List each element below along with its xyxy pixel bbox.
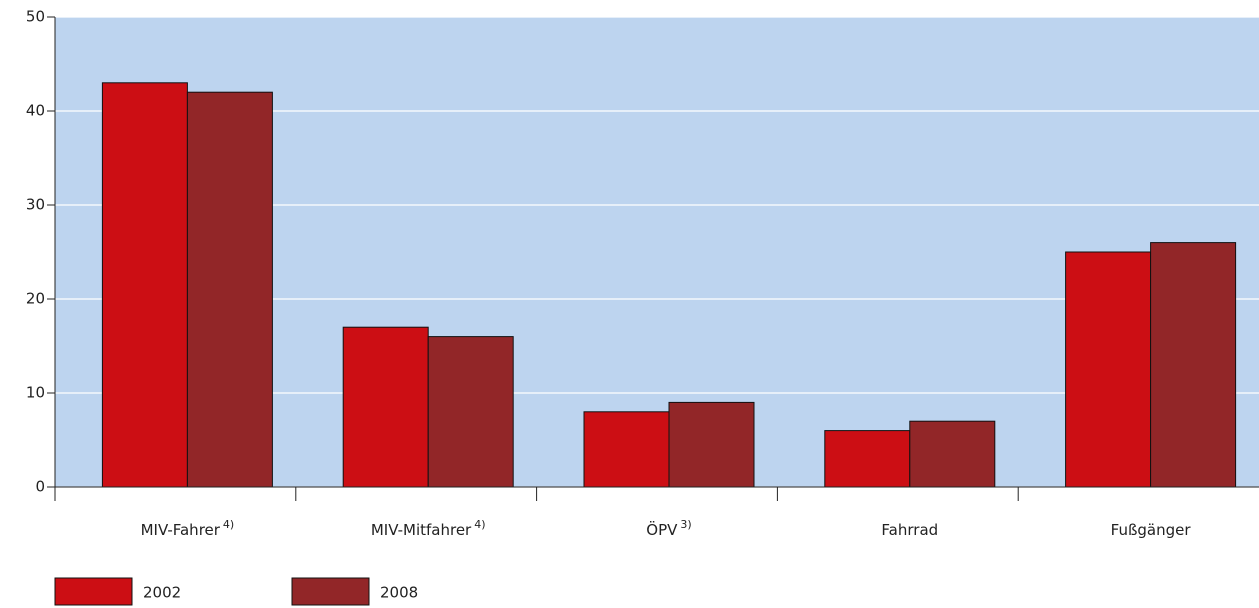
bar (427, 336, 514, 488)
y-tick-label: 0 (35, 478, 45, 496)
category-name: Fahrrad (881, 521, 938, 539)
bar (909, 420, 996, 488)
bar (186, 91, 273, 488)
category-name: MIV-Fahrer (141, 521, 221, 539)
category-name: Fußgänger (1111, 521, 1192, 539)
x-tick-label: Fahrrad (881, 521, 938, 539)
bar (342, 326, 429, 488)
bar (824, 430, 911, 488)
bar (583, 411, 670, 488)
bar (1150, 242, 1237, 488)
bar (101, 82, 188, 488)
x-tick-label: MIV-Fahrer 4) (141, 518, 235, 539)
legend-swatch (54, 577, 133, 606)
y-tick-label: 50 (26, 8, 45, 26)
x-tick-label: ÖPV 3) (646, 518, 691, 539)
bar (668, 401, 755, 488)
x-tick-label: Fußgänger (1111, 521, 1192, 539)
y-tick-label: 40 (26, 102, 45, 120)
y-tick-label: 10 (26, 384, 45, 402)
legend-label: 2008 (380, 584, 418, 602)
x-tick-label: MIV-Mitfahrer 4) (371, 518, 486, 539)
legend-swatch (291, 577, 370, 606)
y-tick-label: 30 (26, 196, 45, 214)
bar (1065, 251, 1152, 488)
category-note: 4) (474, 518, 485, 531)
category-note: 4) (223, 518, 234, 531)
y-tick-label: 20 (26, 290, 45, 308)
category-name: MIV-Mitfahrer (371, 521, 472, 539)
legend-label: 2002 (143, 584, 181, 602)
category-name: ÖPV (646, 520, 678, 539)
category-note: 3) (680, 518, 691, 531)
